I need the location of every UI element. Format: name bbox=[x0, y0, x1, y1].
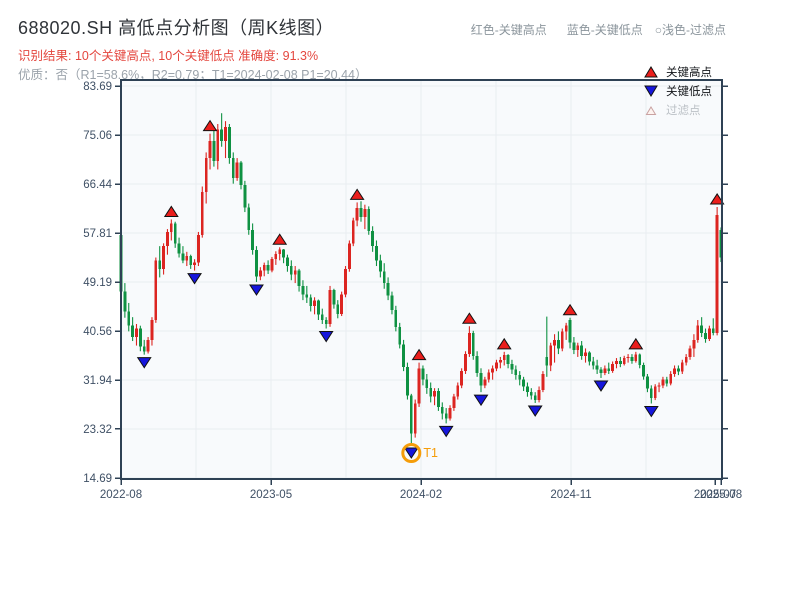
caption-key-low: 蓝色-关键低点 bbox=[566, 23, 643, 37]
chart-legend: 关键高点 关键低点 过滤点 bbox=[644, 62, 712, 119]
legend-label: 关键高点 bbox=[666, 66, 712, 79]
legend-label: 过滤点 bbox=[666, 104, 701, 117]
key-high-marker bbox=[163, 205, 179, 217]
y-tick-label: 83.69 bbox=[83, 81, 112, 93]
key-high-marker bbox=[562, 303, 578, 316]
x-tick-label: 2024-02 bbox=[400, 489, 442, 501]
legend-item-key-low: 关键低点 bbox=[644, 81, 712, 100]
x-axis: 2022-08 2023-05 2024-02 2024-11 2025-072025-… bbox=[100, 479, 742, 501]
key-low-marker bbox=[136, 357, 152, 369]
x-tick-label: 2025-07 bbox=[694, 489, 736, 501]
key-low-marker bbox=[249, 284, 264, 296]
t1-label: T1 bbox=[423, 446, 438, 460]
y-tick-label: 49.19 bbox=[83, 277, 112, 289]
key-low-marker bbox=[643, 406, 659, 418]
quality-metrics-text: 优质：否（R1=58.6%，R2=0.79；T1=2024-02-08 P1=2… bbox=[18, 68, 368, 82]
y-tick-label: 14.69 bbox=[83, 473, 112, 485]
key-low-marker bbox=[438, 425, 454, 438]
key-low-marker bbox=[527, 405, 543, 417]
key-high-marker bbox=[272, 233, 288, 245]
y-axis: 83.69 75.06 66.44 57.81 49.19 40.56 31.94 23.32… bbox=[83, 81, 728, 485]
triangle-up-outline-icon bbox=[645, 105, 657, 115]
triangle-up-icon bbox=[644, 65, 658, 77]
key-high-marker bbox=[349, 188, 365, 200]
key-low-marker bbox=[473, 394, 489, 407]
caption-filter: ○浅色-过滤点 bbox=[654, 23, 726, 37]
legend-label: 关键低点 bbox=[666, 85, 712, 98]
key-high-marker bbox=[461, 312, 477, 324]
x-tick-label: 2025-08 bbox=[700, 489, 742, 501]
key-low-markers bbox=[136, 273, 659, 459]
y-tick-label: 66.44 bbox=[83, 179, 112, 191]
key-low-marker bbox=[187, 273, 202, 285]
key-high-marker bbox=[628, 337, 644, 350]
page-title: 688020.SH 高低点分析图（周K线图） bbox=[18, 18, 335, 38]
t1-circle-icon bbox=[401, 442, 422, 463]
y-tick-label: 23.32 bbox=[83, 424, 112, 436]
legend-item-filter: 过滤点 bbox=[644, 100, 712, 119]
y-tick-label: 57.81 bbox=[83, 228, 112, 240]
key-low-marker bbox=[318, 331, 334, 343]
key-high-marker bbox=[411, 348, 427, 361]
key-high-marker bbox=[202, 119, 218, 132]
legend-item-key-high: 关键高点 bbox=[644, 62, 712, 81]
x-tick-label: 2024-11 bbox=[550, 489, 591, 501]
triangle-down-icon bbox=[644, 85, 658, 97]
caption-key-high: 红色-关键高点 bbox=[470, 23, 547, 37]
y-tick-label: 75.06 bbox=[83, 130, 112, 142]
color-key-caption: 红色-关键高点 蓝色-关键低点 ○浅色-过滤点 bbox=[471, 21, 726, 38]
x-tick-label: 2023-05 bbox=[250, 489, 292, 501]
y-tick-label: 31.94 bbox=[83, 375, 112, 387]
key-high-marker bbox=[709, 193, 725, 205]
x-tick-label: 2022-08 bbox=[100, 489, 142, 501]
key-high-markers bbox=[163, 119, 725, 361]
key-low-marker bbox=[403, 447, 419, 459]
y-tick-label: 40.56 bbox=[83, 326, 112, 338]
key-low-marker bbox=[593, 380, 609, 392]
key-high-marker bbox=[496, 337, 512, 350]
recognition-result-text: 识别结果: 10个关键高点, 10个关键低点 准确度: 91.3% bbox=[18, 49, 319, 63]
t1-annotation: T1 bbox=[401, 442, 438, 463]
